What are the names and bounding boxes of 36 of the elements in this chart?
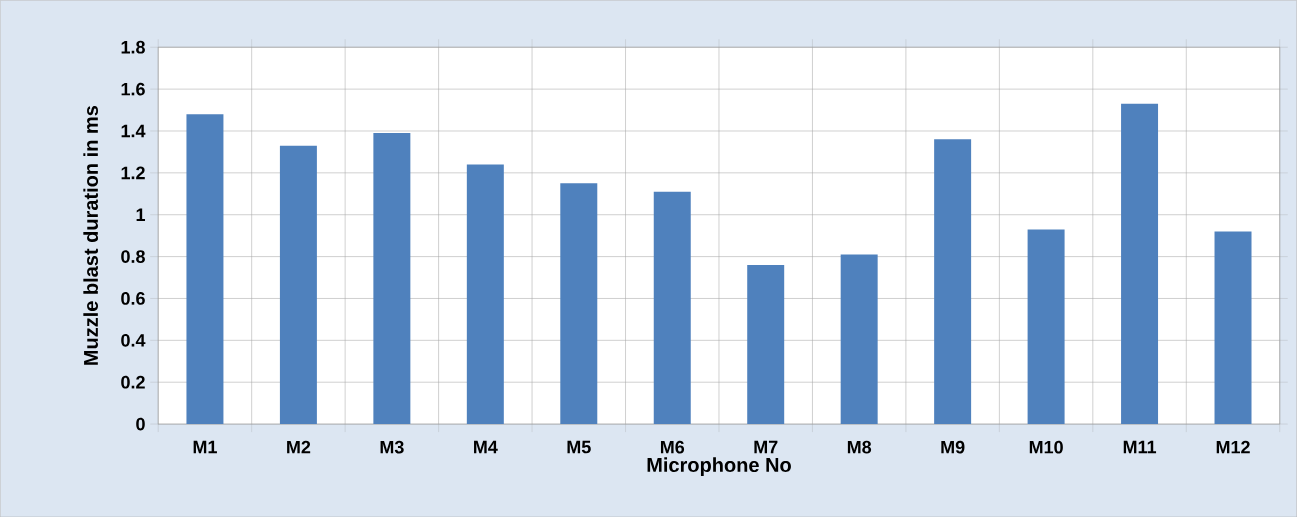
y-tick-label: 0 xyxy=(136,417,145,431)
x-tick-label: M2 xyxy=(287,440,311,454)
x-tick-label: M6 xyxy=(660,440,685,454)
x-tick-label: M3 xyxy=(380,440,404,454)
bar xyxy=(560,183,598,424)
bar xyxy=(1027,229,1065,424)
y-tick-label: 1.2 xyxy=(121,166,145,179)
bar xyxy=(747,264,785,424)
y-tick-label: 0.2 xyxy=(121,375,145,389)
x-tick-label: M4 xyxy=(474,440,498,454)
bar xyxy=(840,254,878,424)
x-tick-label: M7 xyxy=(754,440,778,454)
x-tick-label: M5 xyxy=(567,440,591,454)
bar xyxy=(279,145,317,424)
bar xyxy=(1214,231,1252,424)
y-tick-label: 1.6 xyxy=(121,82,145,96)
bar xyxy=(1121,103,1159,424)
y-tick-label: 0.6 xyxy=(121,291,145,305)
x-tick-label: M10 xyxy=(1029,440,1063,454)
bar xyxy=(653,191,691,424)
x-tick-label: M1 xyxy=(193,440,217,454)
y-tick-label: 1 xyxy=(136,208,146,221)
bar xyxy=(186,114,224,424)
bar xyxy=(373,132,411,424)
x-tick-label: M8 xyxy=(847,440,872,454)
x-axis-title: Microphone No xyxy=(647,457,791,476)
x-tick-label: M11 xyxy=(1123,440,1157,454)
y-tick-label: 0.8 xyxy=(121,250,145,263)
bar xyxy=(934,139,972,424)
x-tick-label: M12 xyxy=(1216,440,1250,454)
x-tick-label: M9 xyxy=(941,440,965,454)
y-axis-title: Muzzle blast duration in ms xyxy=(83,105,99,365)
y-tick-label: 0.4 xyxy=(121,333,146,347)
y-tick-label: 1.8 xyxy=(121,40,145,54)
bar xyxy=(466,164,504,424)
y-tick-label: 1.4 xyxy=(121,124,146,138)
